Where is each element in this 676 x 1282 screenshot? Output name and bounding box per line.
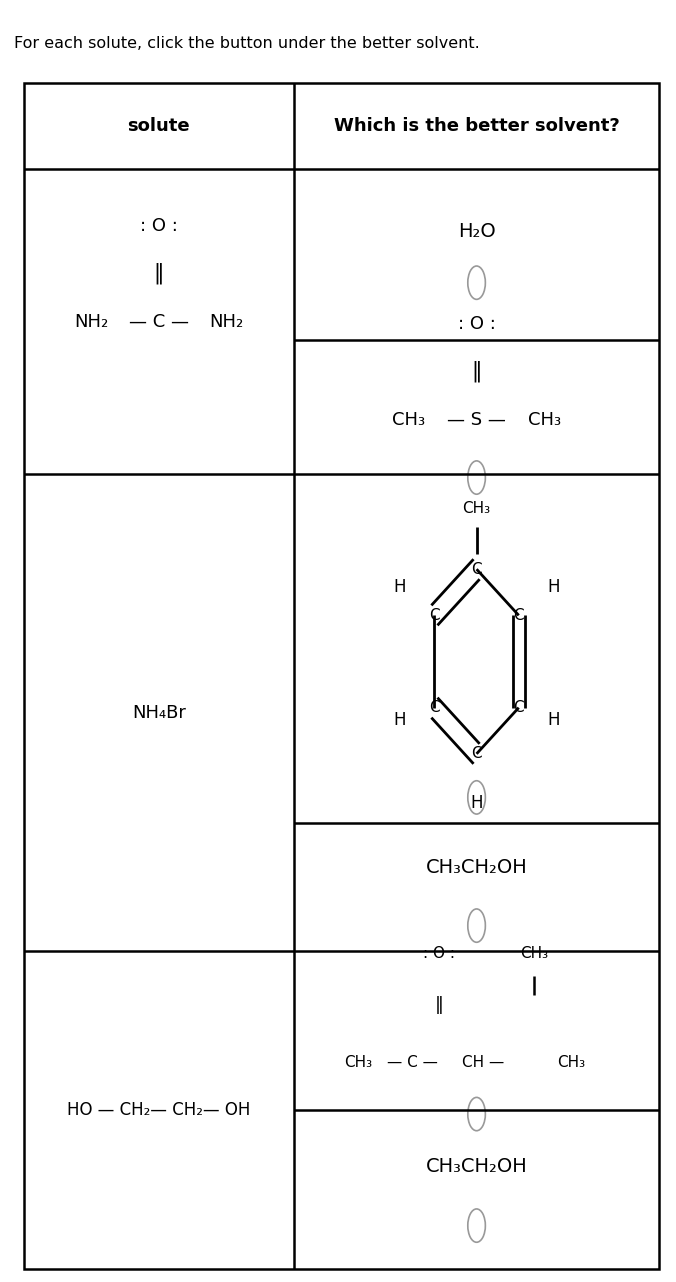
Text: ‖: ‖: [471, 360, 482, 382]
Text: C: C: [513, 700, 524, 715]
Text: : O :: : O :: [423, 946, 456, 962]
Text: solute: solute: [128, 117, 190, 136]
Text: C: C: [471, 746, 482, 762]
Text: CH —: CH —: [462, 1055, 504, 1070]
Text: H: H: [548, 712, 560, 729]
Text: CH₃: CH₃: [462, 501, 491, 517]
Text: For each solute, click the button under the better solvent.: For each solute, click the button under …: [14, 36, 479, 51]
Text: C: C: [429, 700, 440, 715]
Text: CH₃: CH₃: [520, 946, 548, 962]
Text: ‖: ‖: [435, 996, 444, 1014]
Text: C: C: [471, 562, 482, 577]
Text: HO — CH₂— CH₂— OH: HO — CH₂— CH₂— OH: [67, 1101, 251, 1119]
Text: CH₃: CH₃: [557, 1055, 585, 1070]
Text: H: H: [548, 578, 560, 596]
Text: Which is the better solvent?: Which is the better solvent?: [334, 117, 619, 136]
Text: : O :: : O :: [458, 314, 496, 333]
Text: — C —: — C —: [387, 1055, 438, 1070]
Text: H: H: [393, 712, 406, 729]
Text: NH₂: NH₂: [74, 313, 108, 331]
Text: CH₃: CH₃: [392, 410, 426, 429]
Text: : O :: : O :: [140, 217, 178, 235]
Text: — S —: — S —: [447, 410, 506, 429]
Text: CH₃: CH₃: [527, 410, 561, 429]
Text: C: C: [513, 608, 524, 623]
Text: CH₃CH₂OH: CH₃CH₂OH: [426, 859, 527, 877]
Text: ‖: ‖: [153, 263, 164, 283]
Text: H: H: [393, 578, 406, 596]
Text: — C —: — C —: [129, 313, 189, 331]
Text: CH₃: CH₃: [344, 1055, 372, 1070]
Text: NH₄Br: NH₄Br: [132, 704, 186, 722]
Text: H: H: [470, 794, 483, 812]
Text: C: C: [429, 608, 440, 623]
Text: CH₃CH₂OH: CH₃CH₂OH: [426, 1158, 527, 1176]
Text: NH₂: NH₂: [210, 313, 243, 331]
Text: H₂O: H₂O: [458, 222, 496, 241]
